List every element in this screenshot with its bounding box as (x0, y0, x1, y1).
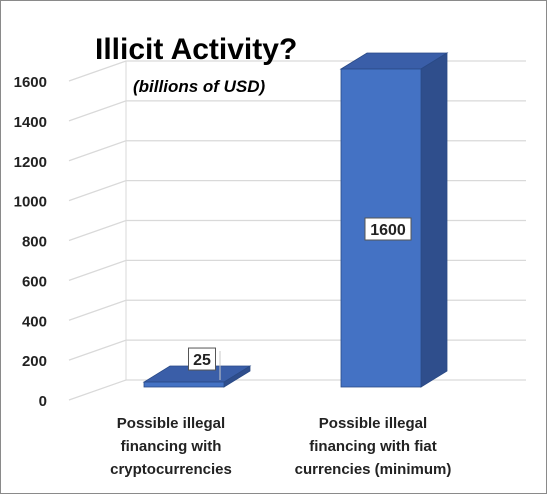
gridline (68, 379, 526, 401)
data-label: 25 (193, 352, 211, 369)
bar-side (420, 52, 448, 388)
chart-title: Illicit Activity? (95, 33, 297, 66)
gridline (68, 100, 526, 122)
data-label-box (364, 217, 412, 241)
x-category-label: Possible illegal (117, 415, 225, 432)
x-category-label: currencies (minimum) (295, 461, 452, 478)
y-tick-label: 200 (22, 353, 47, 370)
chart-subtitle: (billions of USD) (133, 77, 266, 96)
y-tick-label: 1000 (14, 194, 47, 211)
x-category-label: financing with (121, 438, 222, 455)
y-tick-label: 1600 (14, 74, 47, 91)
gridline (68, 219, 526, 242)
data-label: 1600 (370, 222, 406, 239)
y-tick-label: 1200 (14, 154, 47, 171)
data-label-box (188, 347, 216, 371)
y-tick-label: 400 (22, 313, 47, 330)
gridlines (68, 60, 526, 401)
y-tick-label: 1400 (14, 114, 47, 131)
gridline (68, 180, 526, 202)
y-tick-label: 600 (22, 273, 47, 290)
x-category-label: financing with fiat (309, 438, 437, 455)
y-tick-label: 0 (39, 393, 47, 410)
data-labels: 25 1600 (188, 217, 412, 381)
x-category-label: Possible illegal (319, 415, 427, 432)
gridline (68, 339, 526, 361)
gridline (68, 140, 526, 162)
x-category-label: cryptocurrencies (110, 461, 232, 478)
bar-front (143, 381, 225, 388)
x-axis-categories: Possible illegal financing with cryptocurr… (110, 415, 451, 478)
gridline (68, 299, 526, 321)
y-axis-ticks: 0 200 400 600 800 1000 1200 1400 1600 (14, 74, 47, 410)
y-tick-label: 800 (22, 234, 47, 251)
bar-1 (142, 365, 252, 388)
gridline (68, 259, 526, 281)
